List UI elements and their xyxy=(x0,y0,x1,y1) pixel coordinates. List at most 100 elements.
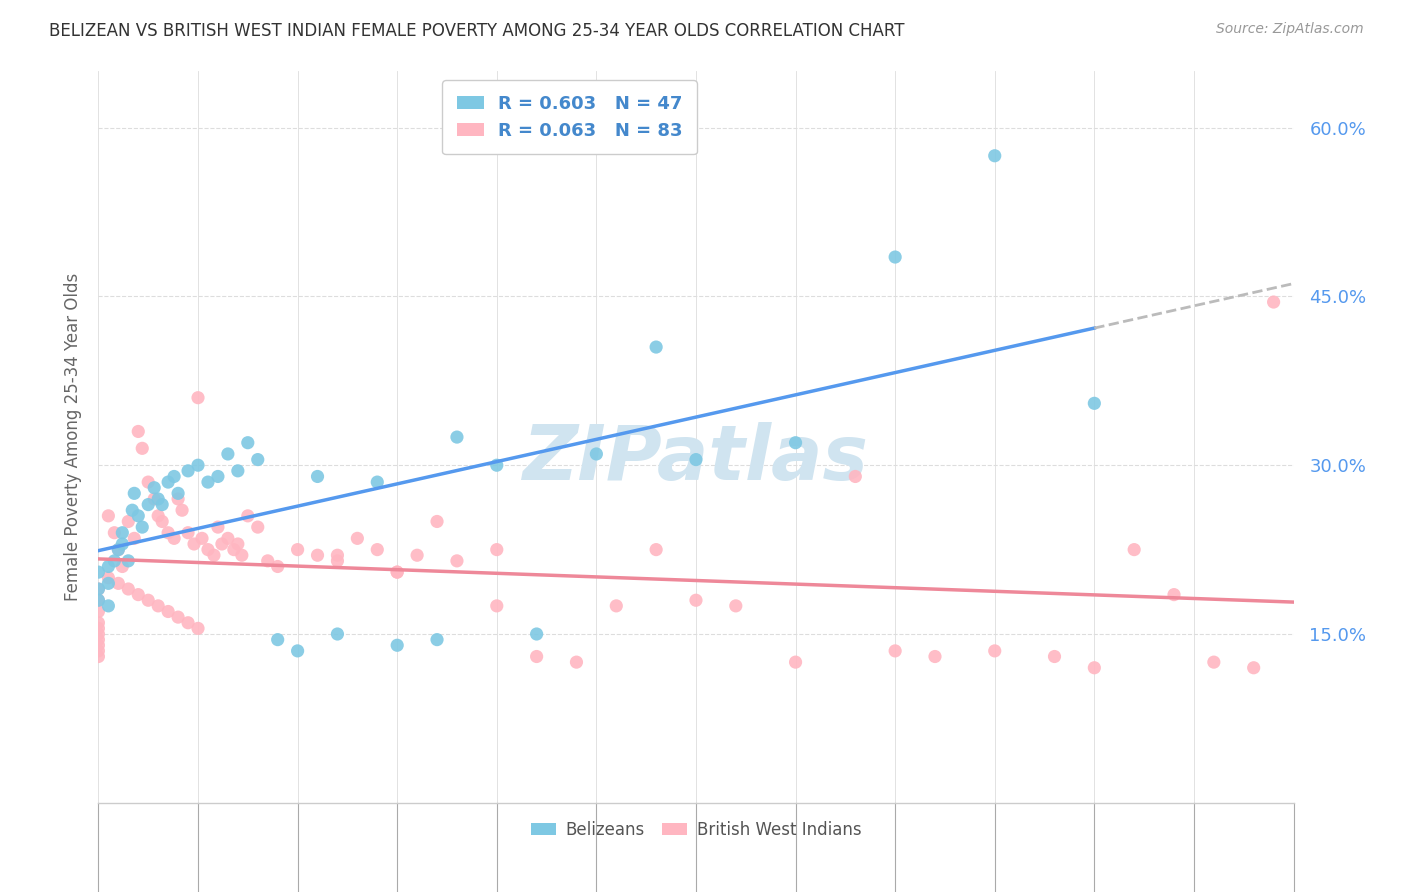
Point xyxy=(1083,396,1105,410)
Point xyxy=(202,548,225,562)
Point xyxy=(197,542,219,557)
Point xyxy=(131,520,153,534)
Point xyxy=(217,447,239,461)
Point xyxy=(1202,655,1225,669)
Point xyxy=(148,491,170,506)
Text: BELIZEAN VS BRITISH WEST INDIAN FEMALE POVERTY AMONG 25-34 YEAR OLDS CORRELATION: BELIZEAN VS BRITISH WEST INDIAN FEMALE P… xyxy=(49,22,904,40)
Point xyxy=(526,649,548,664)
Point xyxy=(177,615,200,630)
Point xyxy=(136,498,159,512)
Point xyxy=(150,515,173,529)
Point xyxy=(207,469,229,483)
Point xyxy=(157,605,180,619)
Point xyxy=(87,593,110,607)
Point xyxy=(685,593,707,607)
Point xyxy=(526,627,548,641)
Point xyxy=(150,498,173,512)
Point xyxy=(167,486,190,500)
Point xyxy=(111,525,134,540)
Text: ZIPatlas: ZIPatlas xyxy=(523,422,869,496)
Point xyxy=(884,250,907,264)
Point xyxy=(163,469,186,483)
Point xyxy=(605,599,627,613)
Point xyxy=(87,582,110,596)
Point xyxy=(191,532,214,546)
Point xyxy=(485,542,508,557)
Point xyxy=(187,458,209,473)
Point xyxy=(87,565,110,579)
Point xyxy=(1043,649,1066,664)
Point xyxy=(97,559,120,574)
Point xyxy=(148,508,170,523)
Point xyxy=(211,537,233,551)
Point xyxy=(1263,295,1285,310)
Point xyxy=(217,532,239,546)
Point xyxy=(346,532,368,546)
Point xyxy=(177,525,200,540)
Point xyxy=(307,469,329,483)
Point xyxy=(884,644,907,658)
Point xyxy=(97,508,120,523)
Point xyxy=(131,442,153,456)
Point xyxy=(111,559,134,574)
Point xyxy=(385,638,409,652)
Point xyxy=(426,515,449,529)
Point xyxy=(124,486,146,500)
Point xyxy=(1243,661,1265,675)
Point xyxy=(107,576,129,591)
Point xyxy=(426,632,449,647)
Point xyxy=(226,537,249,551)
Point xyxy=(1163,588,1185,602)
Point xyxy=(172,503,194,517)
Point xyxy=(87,582,110,596)
Point xyxy=(984,644,1007,658)
Point xyxy=(226,464,249,478)
Point xyxy=(785,435,807,450)
Point xyxy=(143,481,166,495)
Point xyxy=(136,593,159,607)
Point xyxy=(124,532,146,546)
Point xyxy=(645,340,668,354)
Point xyxy=(844,469,866,483)
Point xyxy=(107,542,129,557)
Point xyxy=(117,582,139,596)
Point xyxy=(103,525,125,540)
Point xyxy=(121,503,143,517)
Point xyxy=(157,525,180,540)
Point xyxy=(366,475,388,489)
Point xyxy=(97,576,120,591)
Point xyxy=(724,599,747,613)
Point xyxy=(177,464,200,478)
Point xyxy=(446,554,468,568)
Point xyxy=(585,447,607,461)
Point xyxy=(117,515,139,529)
Point xyxy=(103,554,125,568)
Point xyxy=(236,435,259,450)
Point xyxy=(246,520,269,534)
Point xyxy=(326,627,349,641)
Legend: Belizeans, British West Indians: Belizeans, British West Indians xyxy=(524,814,868,846)
Point xyxy=(143,491,166,506)
Point xyxy=(187,391,209,405)
Point xyxy=(87,621,110,635)
Point xyxy=(785,655,807,669)
Point xyxy=(685,452,707,467)
Point xyxy=(307,548,329,562)
Point xyxy=(256,554,278,568)
Point xyxy=(924,649,946,664)
Point xyxy=(326,548,349,562)
Point xyxy=(1123,542,1146,557)
Point xyxy=(136,475,159,489)
Point xyxy=(485,458,508,473)
Point xyxy=(87,605,110,619)
Point xyxy=(87,638,110,652)
Point xyxy=(645,542,668,557)
Point xyxy=(485,599,508,613)
Point xyxy=(87,644,110,658)
Point xyxy=(87,615,110,630)
Point xyxy=(148,599,170,613)
Point xyxy=(406,548,429,562)
Point xyxy=(326,554,349,568)
Point xyxy=(97,599,120,613)
Point xyxy=(87,627,110,641)
